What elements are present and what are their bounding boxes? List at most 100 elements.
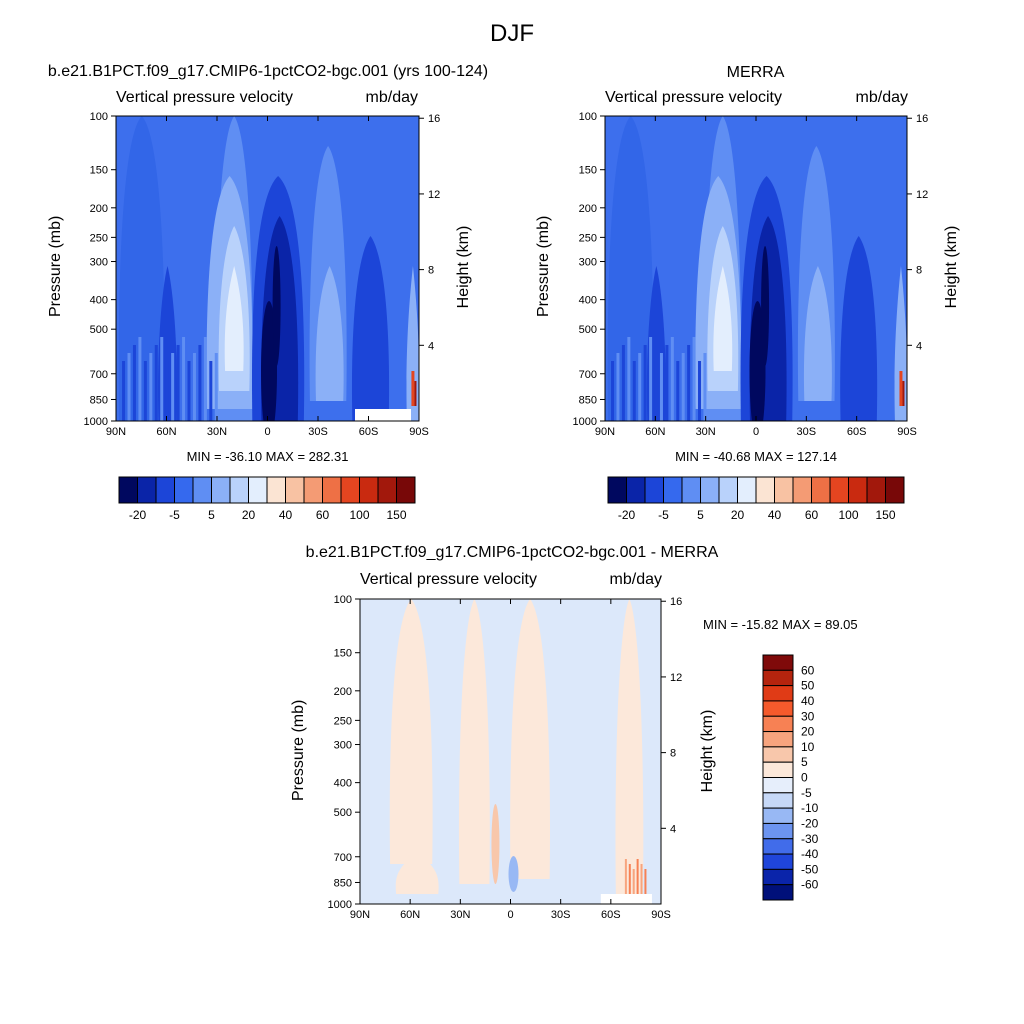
y-tick-label: 200 (90, 203, 108, 215)
field-streak (621, 345, 625, 421)
x-tick-label: 90S (897, 426, 917, 438)
y-tick-label: 500 (90, 324, 108, 336)
left-colorbar-label: 100 (349, 508, 369, 522)
diff-colorbar-cell (762, 777, 794, 794)
x-tick-label: 60S (359, 426, 379, 438)
y2-tick-label: 4 (670, 823, 676, 835)
diff-colorbar-label: -50 (801, 862, 819, 876)
field-band (351, 236, 390, 421)
panel-right-stats: MIN = -40.68 MAX = 127.14 (675, 449, 837, 464)
y-tick-label: 250 (334, 715, 352, 727)
right-colorbar-label: 5 (697, 508, 704, 522)
panel-left-title: b.e21.B1PCT.f09_g17.CMIP6-1pctCO2-bgc.00… (47, 63, 489, 80)
field-streak (192, 353, 196, 421)
field-streak (659, 353, 663, 421)
right-colorbar-label: 20 (731, 508, 745, 522)
y-tick-label: 100 (90, 111, 108, 123)
y-tick-label: 500 (334, 807, 352, 819)
right-colorbar-cell (755, 476, 775, 504)
x-tick-label: 60N (400, 909, 420, 921)
right-colorbar-cell (644, 476, 664, 504)
right-colorbar-cell (718, 476, 738, 504)
field-streak (638, 353, 642, 421)
panel-0-field (116, 116, 419, 421)
left-colorbar-label: 40 (279, 508, 293, 522)
page-title: DJF (490, 20, 534, 47)
panel-2-field (360, 599, 661, 904)
missing-data-mask (355, 409, 411, 421)
field-anomaly (508, 856, 519, 892)
field-streak (143, 361, 147, 421)
field-band (118, 116, 165, 421)
diff-colorbar-label: -5 (801, 786, 812, 800)
right-colorbar-cell (866, 476, 886, 504)
field-streak (632, 361, 636, 421)
field-streak (214, 353, 218, 421)
diff-colorbar-label: 5 (801, 755, 808, 769)
diff-colorbar-cell (762, 792, 794, 809)
y2-tick-label: 8 (428, 265, 434, 277)
diff-colorbar-label: 60 (801, 663, 815, 677)
left-colorbar-label: -20 (129, 508, 147, 522)
field-anomaly (640, 864, 643, 899)
diff-colorbar-cell (762, 715, 794, 733)
field-band (713, 266, 733, 371)
field-band (803, 266, 832, 401)
left-colorbar-cell (266, 476, 286, 504)
left-colorbar-cell (229, 476, 249, 504)
x-tick-label: 30N (207, 426, 227, 438)
field-hotspot (414, 381, 417, 406)
diff-colorbar-cell (762, 685, 794, 702)
x-tick-label: 60S (601, 909, 621, 921)
y2-tick-label: 16 (916, 113, 928, 125)
field-streak (670, 337, 674, 421)
field-streak (611, 361, 615, 421)
left-colorbar-cell (396, 476, 416, 504)
field-band (224, 266, 244, 371)
right-colorbar-cell (700, 476, 720, 504)
panel-diff-stats: MIN = -15.82 MAX = 89.05 (703, 617, 858, 632)
y-tick-label: 250 (90, 232, 108, 244)
field-streak (676, 361, 680, 421)
x-tick-label: 30S (308, 426, 328, 438)
field-streak (138, 337, 142, 421)
field-streak (149, 353, 153, 421)
diff-colorbar-cell (762, 761, 794, 778)
field-anomaly (644, 869, 647, 904)
panel-left-units: mb/day (365, 89, 418, 106)
left-colorbar-cell (322, 476, 342, 504)
field-band (389, 599, 433, 864)
x-tick-label: 90N (106, 426, 126, 438)
left-colorbar-cell (248, 476, 268, 504)
diff-colorbar-label: 20 (801, 725, 815, 739)
field-anomaly (636, 859, 639, 894)
y-tick-label: 200 (334, 686, 352, 698)
field-streak (198, 345, 202, 421)
x-tick-label: 60S (847, 426, 867, 438)
y-tick-label: 150 (579, 165, 597, 177)
field-anomaly (491, 804, 500, 884)
y-tick-label: 300 (579, 257, 597, 269)
panel-right-title: MERRA (726, 64, 785, 81)
field-hotspot (899, 371, 903, 406)
y2-tick-label: 12 (428, 189, 440, 201)
diff-colorbar-cell (762, 669, 794, 687)
x-tick-label: 60N (156, 426, 176, 438)
field-band (458, 599, 490, 884)
x-tick-label: 30N (696, 426, 716, 438)
diff-colorbar-label: 50 (801, 679, 815, 693)
field-streak (681, 353, 685, 421)
field-streak (203, 337, 207, 421)
right-colorbar-cell (792, 476, 812, 504)
left-colorbar-label: -5 (169, 508, 180, 522)
right-colorbar-label: 100 (838, 508, 858, 522)
y2-tick-label: 8 (670, 748, 676, 760)
right-colorbar-cell (607, 476, 627, 504)
diff-colorbar-label: 0 (801, 771, 808, 785)
right-colorbar-cell (829, 476, 849, 504)
left-colorbar-label: 60 (316, 508, 330, 522)
diff-colorbar-label: -40 (801, 847, 819, 861)
field-streak (616, 353, 620, 421)
x-tick-label: 30S (797, 426, 817, 438)
